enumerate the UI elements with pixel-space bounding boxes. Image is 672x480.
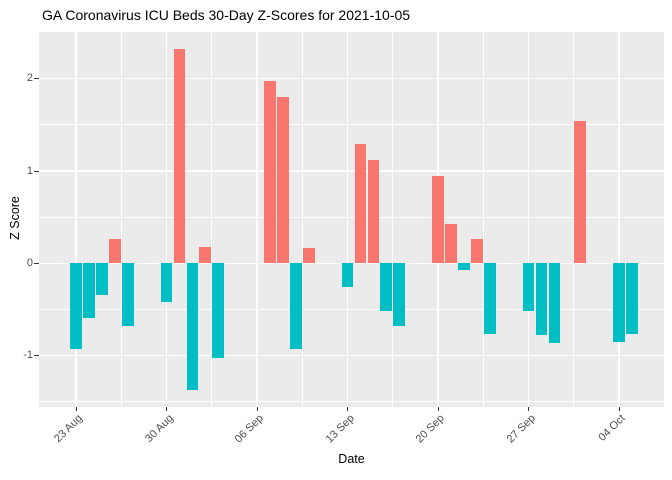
x-tick-mark [528,406,529,411]
gridline-major-vertical [618,32,620,407]
gridline-major-vertical [527,32,530,407]
bar-2021-08-30 [160,263,173,303]
y-tick-label-1: 1 [26,164,33,177]
gridline-minor-vertical [482,32,484,407]
bar-2021-10-05 [626,263,638,335]
bar-2021-08-23 [70,263,82,350]
bar-2021-09-27 [522,263,535,312]
bar-2021-09-23 [470,239,483,264]
bar-2021-08-26 [108,239,121,264]
x-tick-mark [437,406,439,411]
bar-2021-09-29 [548,263,561,343]
chart-title: GA Coronavirus ICU Beds 30-Day Z-Scores … [42,7,411,23]
gridline-major-vertical [75,32,77,407]
x-tick-mark [75,406,77,411]
y-tick-label-2: 2 [26,72,33,85]
x-tick-mark [347,406,348,411]
bar-2021-10-04 [613,263,625,342]
y-axis-title: Z Score [8,196,22,240]
bar-2021-09-20 [432,175,444,264]
bar-2021-09-28 [535,263,548,336]
gridline-minor-vertical [211,32,213,407]
bar-2021-09-22 [458,263,470,270]
gridline-minor-horizontal [38,308,665,310]
bar-2021-09-03 [212,263,224,359]
y-tick-mark [34,262,39,264]
bar-2021-09-13 [341,263,354,288]
bar-2021-09-08 [277,97,289,264]
bar-2021-10-01 [574,121,586,264]
x-tick-mark [256,406,258,411]
gridline-minor-vertical [663,32,665,407]
bar-2021-08-25 [96,263,108,295]
gridline-major-vertical [165,32,168,407]
y-tick-mark [34,355,39,357]
x-tick-mark [618,406,620,411]
bar-2021-08-31 [173,49,186,264]
gridline-minor-vertical [573,32,575,407]
y-tick-mark [34,170,39,172]
gridline-major-horizontal [38,354,665,357]
x-tick-mark [166,406,167,411]
plot-panel [38,32,665,407]
bar-2021-09-16 [380,263,393,312]
bar-2021-09-10 [302,247,315,264]
bar-2021-09-24 [483,263,496,335]
gridline-minor-vertical [120,32,122,407]
x-axis-title: Date [338,452,365,466]
bar-2021-09-15 [367,159,380,264]
bar-2021-09-09 [289,263,302,350]
bar-2021-09-14 [354,144,367,264]
gridline-minor-horizontal [38,216,665,218]
gridline-major-horizontal [38,77,665,80]
bar-2021-08-24 [83,263,95,318]
bar-2021-09-02 [199,246,212,264]
bar-2021-09-17 [393,263,405,327]
gridline-minor-horizontal [38,124,665,126]
gridline-major-horizontal [38,170,665,172]
y-tick-label--1: -1 [23,349,33,362]
y-tick-mark [34,78,39,80]
gridline-major-vertical [346,32,349,407]
gridline-minor-vertical [301,32,303,407]
gridline-minor-horizontal [38,401,665,403]
gridline-minor-vertical [392,32,394,407]
y-tick-label-0: 0 [26,256,33,269]
bar-2021-09-07 [264,80,276,264]
gridline-major-vertical [256,32,258,407]
bar-2021-08-27 [121,263,134,327]
bar-2021-09-01 [186,263,199,390]
bar-2021-09-21 [445,223,457,264]
